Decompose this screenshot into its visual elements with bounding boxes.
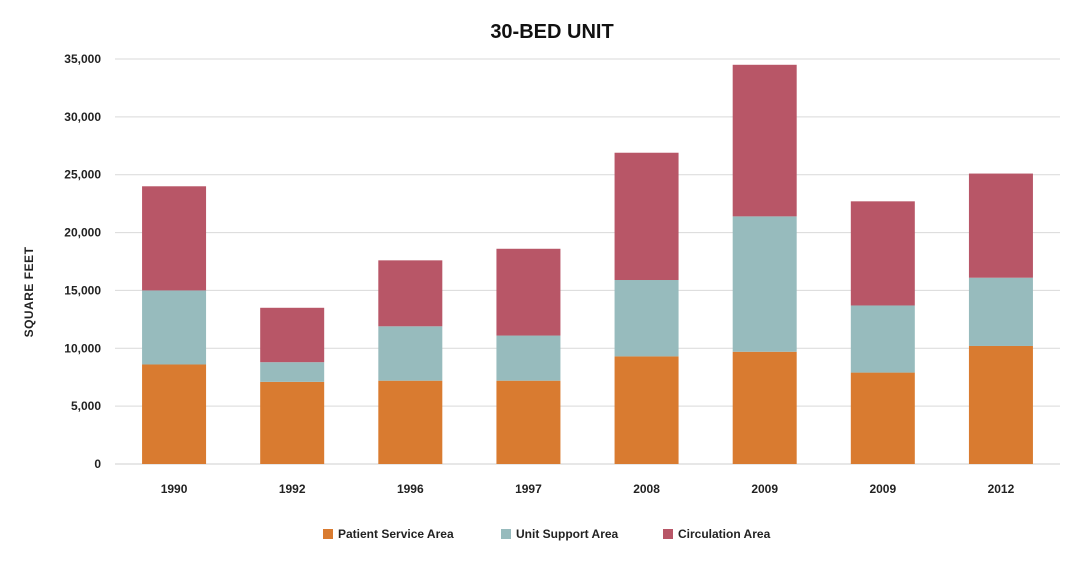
y-tick-label: 30,000 [64, 110, 101, 124]
bar-segment-patient-service-area [732, 351, 797, 464]
bar-segment-circulation-area [850, 201, 915, 306]
bar-segment-unit-support-area [142, 290, 207, 365]
y-axis-label: SQUARE FEET [22, 246, 36, 337]
bar-segment-patient-service-area [378, 380, 443, 464]
legend-swatch [501, 529, 511, 539]
bar-segment-patient-service-area [496, 380, 561, 464]
bar-segment-circulation-area [732, 64, 797, 217]
bar-segment-circulation-area [378, 260, 443, 327]
gridlines [115, 58, 1060, 465]
y-tick-label: 20,000 [64, 226, 101, 240]
bar-segment-circulation-area [142, 186, 207, 291]
bar-segment-unit-support-area [850, 305, 915, 373]
legend-label: Unit Support Area [516, 527, 619, 541]
legend-label: Circulation Area [678, 527, 771, 541]
x-tick-label: 2009 [751, 482, 778, 496]
bar-segment-circulation-area [496, 248, 561, 336]
bar-segment-unit-support-area [260, 362, 325, 382]
x-axis-ticks: 1990 1992 1996 1997 2008 2009 2009 2012 [161, 482, 1015, 496]
y-axis-ticks: 0 5,000 10,000 15,000 20,000 25,000 30,000 35,0… [64, 52, 101, 471]
x-tick-label: 1990 [161, 482, 188, 496]
x-tick-label: 2008 [633, 482, 660, 496]
bar-segment-circulation-area [968, 173, 1033, 278]
x-tick-label: 1996 [397, 482, 424, 496]
x-tick-label: 2009 [869, 482, 896, 496]
legend-label: Patient Service Area [338, 527, 454, 541]
y-tick-label: 15,000 [64, 283, 101, 297]
bar-segment-patient-service-area [968, 345, 1033, 464]
bar-segment-patient-service-area [614, 356, 679, 464]
legend-swatch [663, 529, 673, 539]
y-tick-label: 5,000 [71, 399, 101, 413]
y-tick-label: 25,000 [64, 168, 101, 182]
chart-title: 30-BED UNIT [490, 21, 613, 43]
bar-segment-circulation-area [260, 307, 325, 363]
bar-segment-unit-support-area [614, 280, 679, 357]
y-tick-label: 10,000 [64, 341, 101, 355]
bar-segment-circulation-area [614, 152, 679, 281]
y-tick-label: 0 [94, 457, 101, 471]
x-tick-label: 2012 [988, 482, 1015, 496]
bar-segment-patient-service-area [850, 372, 915, 464]
bars [142, 64, 1033, 464]
y-tick-label: 35,000 [64, 52, 101, 66]
bar-segment-patient-service-area [260, 381, 325, 464]
bar-segment-unit-support-area [496, 335, 561, 381]
bar-segment-patient-service-area [142, 364, 207, 464]
legend-swatch [323, 529, 333, 539]
x-tick-label: 1992 [279, 482, 306, 496]
legend: Patient Service Area Unit Support Area Cir… [323, 527, 771, 541]
bar-segment-unit-support-area [732, 216, 797, 352]
x-tick-label: 1997 [515, 482, 542, 496]
bar-segment-unit-support-area [968, 277, 1033, 346]
bar-segment-unit-support-area [378, 326, 443, 381]
